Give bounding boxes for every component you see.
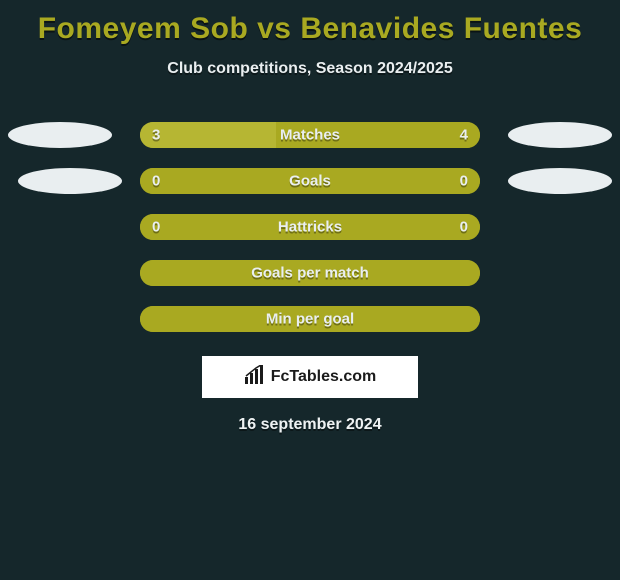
date-text: 16 september 2024 [0,416,620,434]
bar-fill-left [140,306,310,332]
stat-row: Goals per match [0,250,620,296]
bar-fill-right [310,168,480,194]
stat-bar: 00Hattricks [140,214,480,240]
stat-row: Min per goal [0,296,620,342]
page-title: Fomeyem Sob vs Benavides Fuentes [0,0,620,46]
stat-row: 00Hattricks [0,204,620,250]
brand-text: FcTables.com [271,368,377,386]
stat-left-value: 0 [152,219,160,236]
brand-chart-icon [244,365,266,390]
stat-right-value: 4 [460,127,468,144]
stat-bar: 34Matches [140,122,480,148]
comparison-rows: 34Matches00Goals00HattricksGoals per mat… [0,112,620,342]
stat-row: 00Goals [0,158,620,204]
stat-row: 34Matches [0,112,620,158]
stat-bar: 00Goals [140,168,480,194]
brand-box: FcTables.com [202,356,418,398]
bar-fill-left [140,168,310,194]
left-indicator-ellipse [18,168,122,194]
stat-right-value: 0 [460,219,468,236]
left-indicator-ellipse [8,122,112,148]
bar-fill-left [140,260,310,286]
bar-fill-left [140,214,310,240]
bar-fill-right [310,306,480,332]
bar-fill-left [140,122,276,148]
stat-bar: Min per goal [140,306,480,332]
stat-left-value: 0 [152,173,160,190]
right-indicator-ellipse [508,168,612,194]
stat-left-value: 3 [152,127,160,144]
right-indicator-ellipse [508,122,612,148]
bar-fill-right [310,260,480,286]
stat-bar: Goals per match [140,260,480,286]
bar-fill-right [310,214,480,240]
subtitle: Club competitions, Season 2024/2025 [0,60,620,78]
bar-fill-right [276,122,480,148]
stat-right-value: 0 [460,173,468,190]
